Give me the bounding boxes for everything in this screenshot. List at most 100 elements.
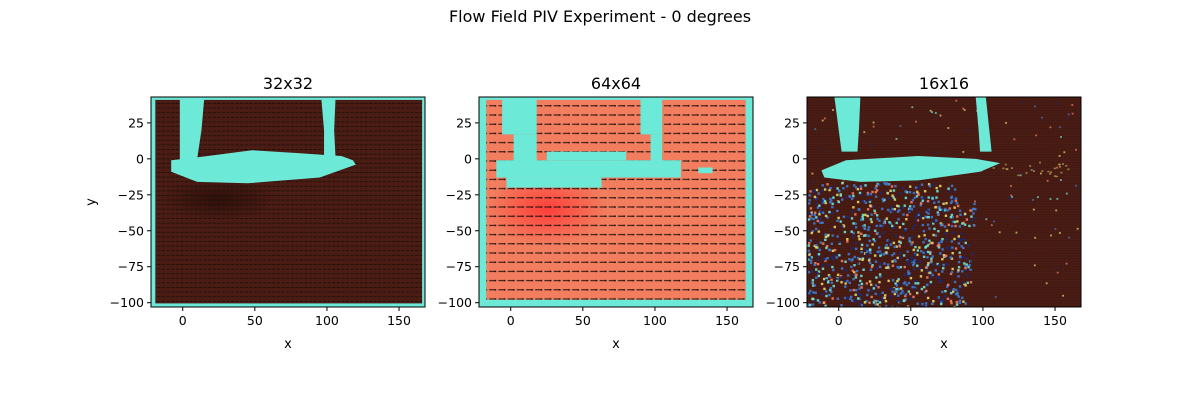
turbulence-speck	[818, 213, 821, 216]
turbulence-speck	[830, 242, 834, 245]
turbulence-speck	[1050, 234, 1052, 237]
turbulence-speck	[931, 183, 934, 186]
turbulence-speck	[845, 296, 849, 299]
turbulence-speck	[858, 237, 861, 241]
turbulence-speck	[862, 268, 865, 271]
obstacle-region	[698, 167, 713, 174]
turbulence-speck	[831, 297, 834, 300]
turbulence-speck	[956, 204, 960, 208]
turbulence-speck	[882, 221, 886, 225]
turbulence-speck	[844, 260, 847, 263]
turbulence-speck	[1049, 173, 1052, 175]
turbulence-speck	[808, 253, 811, 256]
turbulence-speck	[830, 199, 833, 202]
turbulence-speck	[963, 223, 967, 226]
turbulence-speck	[841, 225, 844, 228]
turbulence-speck	[956, 220, 959, 223]
turbulence-speck	[894, 282, 897, 285]
turbulence-speck	[896, 265, 899, 269]
turbulence-speck	[868, 198, 871, 202]
turbulence-speck	[864, 184, 867, 187]
turbulence-speck	[861, 224, 865, 228]
plot-area	[479, 97, 753, 307]
turbulence-speck	[842, 224, 845, 227]
turbulence-speck	[972, 224, 976, 227]
y-tick-label: −25	[774, 187, 800, 202]
turbulence-speck	[965, 263, 968, 266]
turbulence-speck	[953, 188, 957, 191]
turbulence-speck	[879, 224, 882, 227]
turbulence-speck	[917, 186, 920, 189]
turbulence-speck	[855, 269, 859, 273]
turbulence-speck	[913, 287, 916, 291]
turbulence-speck	[961, 270, 964, 273]
turbulence-speck	[872, 238, 875, 241]
turbulence-speck	[860, 274, 863, 278]
turbulence-speck	[883, 296, 887, 300]
turbulence-speck	[958, 209, 962, 213]
turbulence-speck	[904, 298, 908, 301]
turbulence-speck	[878, 301, 882, 304]
turbulence-speck	[840, 276, 843, 279]
turbulence-speck	[846, 240, 849, 243]
turbulence-speck	[942, 254, 946, 257]
turbulence-speck	[932, 300, 935, 303]
turbulence-speck	[856, 200, 860, 204]
turbulence-speck	[821, 293, 824, 296]
turbulence-speck	[904, 196, 908, 200]
turbulence-speck	[881, 197, 884, 201]
x-tick-label: 50	[575, 313, 591, 328]
turbulence-speck	[930, 215, 934, 219]
turbulence-speck	[866, 293, 869, 297]
turbulence-speck	[946, 209, 950, 212]
turbulence-speck	[972, 212, 975, 215]
turbulence-speck	[904, 294, 907, 298]
turbulence-speck	[927, 216, 930, 219]
turbulence-speck	[878, 235, 881, 238]
y-tick-label: −50	[446, 223, 472, 238]
turbulence-speck	[1071, 104, 1074, 106]
turbulence-speck	[912, 263, 915, 267]
turbulence-speck	[865, 300, 868, 303]
turbulence-speck	[911, 227, 915, 230]
turbulence-speck	[836, 279, 839, 282]
turbulence-speck	[1033, 264, 1036, 267]
turbulence-speck	[937, 244, 941, 247]
turbulence-speck	[912, 248, 915, 252]
turbulence-speck	[820, 282, 824, 286]
turbulence-speck	[1004, 163, 1007, 166]
turbulence-speck	[844, 285, 847, 288]
turbulence-speck	[915, 195, 919, 198]
turbulence-speck	[942, 202, 945, 206]
turbulence-speck	[950, 196, 953, 200]
turbulence-speck	[823, 258, 826, 261]
turbulence-speck	[817, 254, 821, 258]
x-tick-label: 150	[1043, 313, 1067, 328]
turbulence-speck	[940, 239, 943, 243]
turbulence-speck	[906, 262, 910, 266]
turbulence-speck	[817, 270, 821, 273]
turbulence-speck	[822, 277, 826, 281]
turbulence-speck	[829, 286, 833, 290]
turbulence-speck	[813, 211, 817, 214]
turbulence-speck	[807, 202, 811, 205]
turbulence-speck	[826, 183, 829, 186]
turbulence-speck	[896, 279, 899, 283]
figure-title: Flow Field PIV Experiment - 0 degrees	[449, 7, 751, 26]
turbulence-speck	[950, 184, 954, 188]
turbulence-speck	[889, 222, 892, 225]
turbulence-speck	[946, 297, 950, 301]
turbulence-speck	[954, 197, 958, 200]
obstacle-region	[506, 177, 602, 188]
turbulence-speck	[939, 252, 942, 255]
turbulence-speck	[876, 250, 879, 254]
turbulence-speck	[944, 290, 947, 293]
turbulence-speck	[937, 241, 941, 245]
turbulence-speck	[911, 241, 914, 244]
turbulence-speck	[891, 224, 894, 228]
turbulence-speck	[945, 262, 949, 266]
turbulence-speck	[962, 151, 965, 153]
turbulence-speck	[887, 263, 890, 266]
turbulence-speck	[878, 280, 881, 284]
turbulence-speck	[864, 213, 867, 217]
